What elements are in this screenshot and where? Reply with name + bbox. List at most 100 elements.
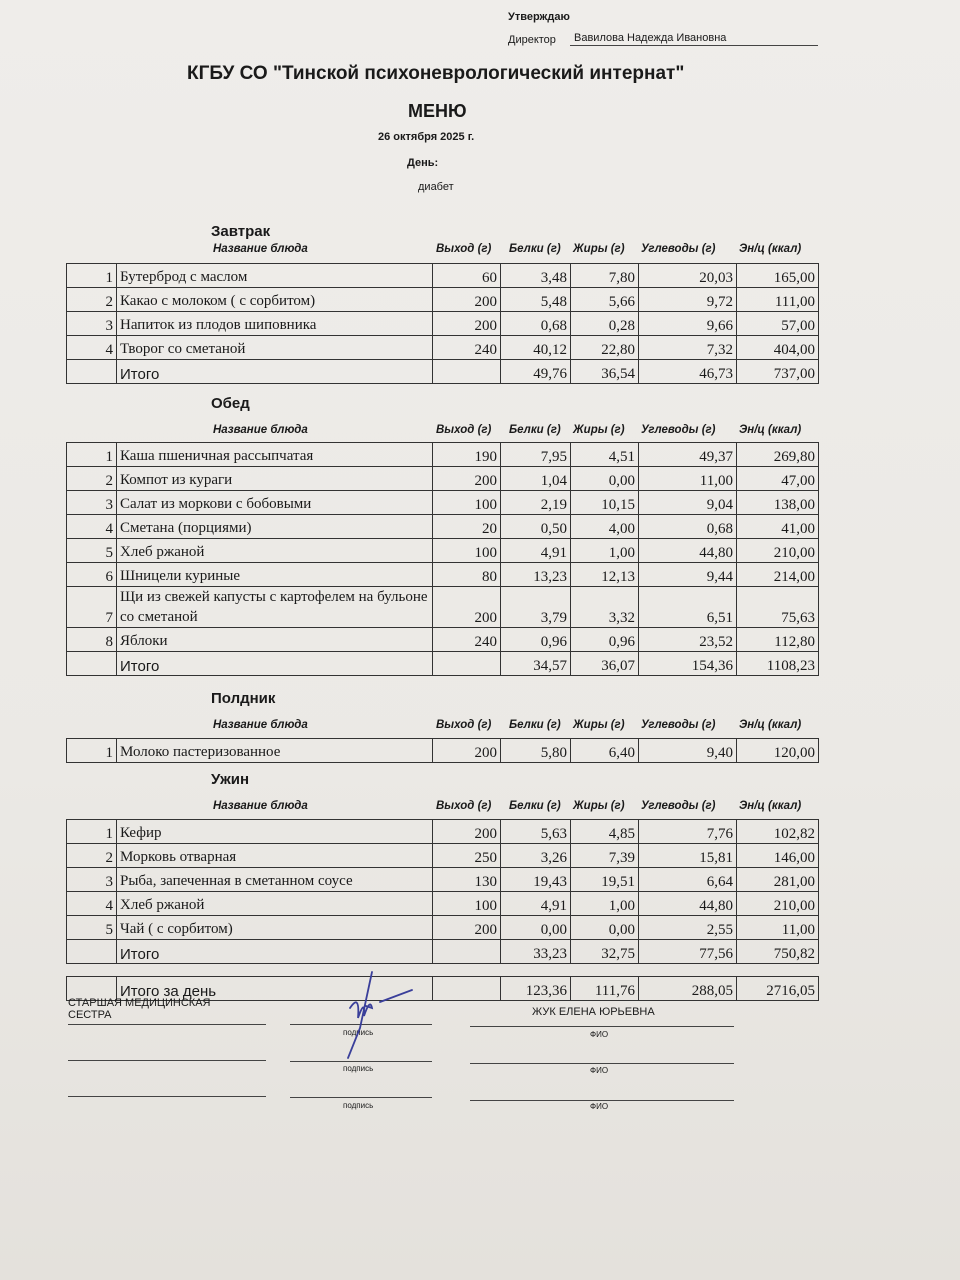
column-header-name: Название блюда xyxy=(213,243,308,255)
yield-cell xyxy=(432,939,501,964)
yield-cell: 100 xyxy=(432,891,501,916)
energy-cell: 165,00 xyxy=(736,263,819,288)
row-number: 2 xyxy=(66,287,117,312)
carbs-cell: 9,44 xyxy=(638,562,737,587)
yield-cell: 200 xyxy=(432,738,501,763)
carbs-cell: 6,64 xyxy=(638,867,737,892)
menu-table: 1 Каша пшеничная рассыпчатая 190 7,95 4,51 49… xyxy=(66,442,819,676)
carbs-cell: 44,80 xyxy=(638,538,737,563)
column-header-yield: Выход (г) xyxy=(436,243,492,255)
yield-cell: 80 xyxy=(432,562,501,587)
energy-cell: 41,00 xyxy=(736,514,819,539)
table-row: 4 Сметана (порциями) 20 0,50 4,00 0,68 41,00 xyxy=(66,514,819,539)
table-row: 1 Молоко пастеризованное 200 5,80 6,40 9,40 12… xyxy=(66,738,819,763)
table-row: 2 Морковь отварная 250 3,26 7,39 15,81 146,00 xyxy=(66,843,819,868)
row-number: 1 xyxy=(66,738,117,763)
table-row: 3 Рыба, запеченная в сметанном соусе 130 19… xyxy=(66,867,819,892)
carbs-cell: 77,56 xyxy=(638,939,737,964)
protein-cell: 5,63 xyxy=(500,819,571,844)
fat-cell: 4,85 xyxy=(570,819,639,844)
table-row: 3 Напиток из плодов шиповника 200 0,68 0,28 9… xyxy=(66,311,819,336)
doc-title: МЕНЮ xyxy=(408,101,467,121)
column-header-energy: Эн/ц (ккал) xyxy=(739,800,802,812)
energy-cell: 214,00 xyxy=(736,562,819,587)
row-number: 4 xyxy=(66,335,117,360)
fat-cell: 36,07 xyxy=(570,651,639,676)
approval-line xyxy=(570,45,818,46)
org-title: КГБУ СО "Тинской психоневрологический ин… xyxy=(187,63,685,84)
row-number: 1 xyxy=(66,819,117,844)
fat-cell: 1,00 xyxy=(570,891,639,916)
fat-cell: 5,66 xyxy=(570,287,639,312)
row-number: 1 xyxy=(66,263,117,288)
fat-cell: 32,75 xyxy=(570,939,639,964)
yield-cell: 200 xyxy=(432,311,501,336)
column-header-yield: Выход (г) xyxy=(436,800,492,812)
menu-table: 1 Бутерброд с маслом 60 3,48 7,80 20,03 165,00… xyxy=(66,263,819,384)
table-row: 3 Салат из моркови с бобовыми 100 2,19 10,15… xyxy=(66,490,819,515)
yield-cell: 200 xyxy=(432,819,501,844)
dish-name: Компот из кураги xyxy=(116,466,433,491)
energy-cell: 138,00 xyxy=(736,490,819,515)
carbs-cell: 23,52 xyxy=(638,627,737,652)
row-number: 1 xyxy=(66,442,117,467)
fat-cell: 1,00 xyxy=(570,538,639,563)
yield-cell: 250 xyxy=(432,843,501,868)
energy-cell: 281,00 xyxy=(736,867,819,892)
protein-cell: 0,00 xyxy=(500,915,571,940)
protein-cell: 5,48 xyxy=(500,287,571,312)
dish-name: Салат из моркови с бобовыми xyxy=(116,490,433,515)
energy-cell: 737,00 xyxy=(736,359,819,384)
total-row: Итого 33,23 32,75 77,56 750,82 xyxy=(66,939,819,964)
fat-cell: 10,15 xyxy=(570,490,639,515)
yield-cell xyxy=(432,976,501,1001)
column-header-carbs: Углеводы (г) xyxy=(641,800,716,812)
energy-cell: 75,63 xyxy=(736,586,819,628)
approval-label: Утверждаю xyxy=(508,11,570,23)
protein-cell: 0,50 xyxy=(500,514,571,539)
total-row: Итого 34,57 36,07 154,36 1108,23 xyxy=(66,651,819,676)
position-line-2 xyxy=(68,1060,266,1061)
row-number: 8 xyxy=(66,627,117,652)
column-header-energy: Эн/ц (ккал) xyxy=(739,243,802,255)
row-number xyxy=(66,939,117,964)
table-row: 8 Яблоки 240 0,96 0,96 23,52 112,80 xyxy=(66,627,819,652)
fat-cell: 4,51 xyxy=(570,442,639,467)
dish-name: Шницели куриные xyxy=(116,562,433,587)
protein-cell: 5,80 xyxy=(500,738,571,763)
protein-cell: 123,36 xyxy=(500,976,571,1001)
approval-name: Вавилова Надежда Ивановна xyxy=(574,32,727,44)
protein-cell: 13,23 xyxy=(500,562,571,587)
fio-caption-1: ФИО xyxy=(590,1030,609,1039)
table-row: 1 Кефир 200 5,63 4,85 7,76 102,82 xyxy=(66,819,819,844)
protein-cell: 2,19 xyxy=(500,490,571,515)
dish-name: Щи из свежей капусты с картофелем на бул… xyxy=(116,586,433,628)
energy-cell: 269,80 xyxy=(736,442,819,467)
fat-cell: 111,76 xyxy=(570,976,639,1001)
table-row: 4 Творог со сметаной 240 40,12 22,80 7,32 404,… xyxy=(66,335,819,360)
column-header-fat: Жиры (г) xyxy=(573,719,625,731)
fio-caption-3: ФИО xyxy=(590,1102,609,1111)
energy-cell: 47,00 xyxy=(736,466,819,491)
column-header-protein: Белки (г) xyxy=(509,243,561,255)
yield-cell: 200 xyxy=(432,287,501,312)
fat-cell: 0,00 xyxy=(570,915,639,940)
energy-cell: 102,82 xyxy=(736,819,819,844)
dish-name: Творог со сметаной xyxy=(116,335,433,360)
signature-line-3 xyxy=(290,1097,432,1098)
energy-cell: 146,00 xyxy=(736,843,819,868)
protein-cell: 7,95 xyxy=(500,442,571,467)
fat-cell: 7,80 xyxy=(570,263,639,288)
dish-name: Итого xyxy=(116,939,433,964)
fio-line-3 xyxy=(470,1100,734,1101)
row-number xyxy=(66,976,117,1001)
signature-caption-2: подпись xyxy=(343,1064,374,1073)
handwritten-signature xyxy=(347,971,413,1059)
table-row: 6 Шницели куриные 80 13,23 12,13 9,44 214,00 xyxy=(66,562,819,587)
column-header-carbs: Углеводы (г) xyxy=(641,719,716,731)
column-header-protein: Белки (г) xyxy=(509,800,561,812)
column-header-carbs: Углеводы (г) xyxy=(641,424,716,436)
column-header-fat: Жиры (г) xyxy=(573,243,625,255)
column-header-name: Название блюда xyxy=(213,719,308,731)
